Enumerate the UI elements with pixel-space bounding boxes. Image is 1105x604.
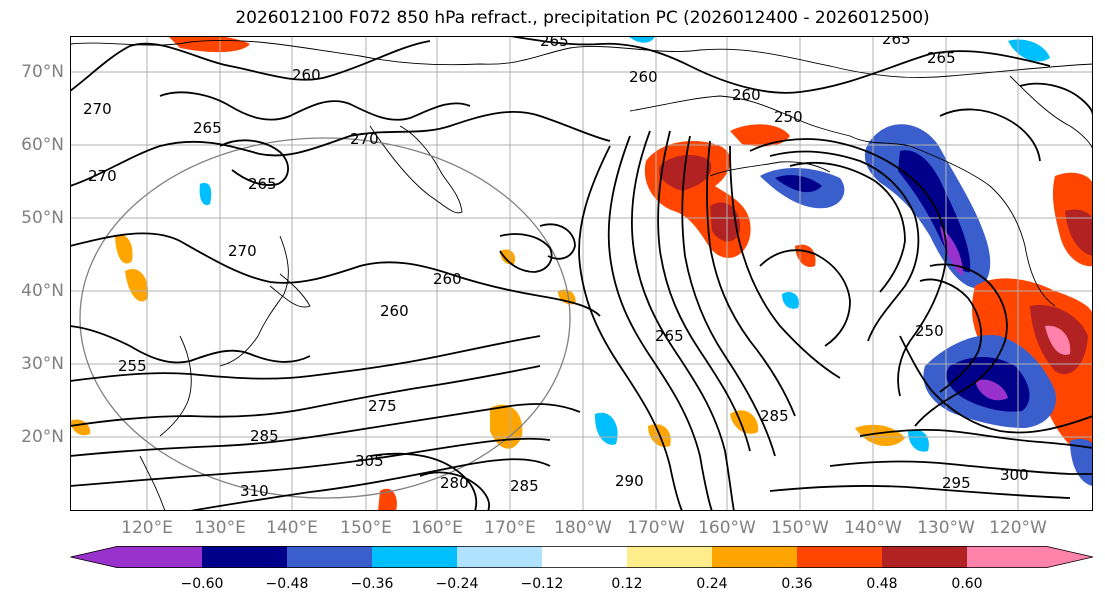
contour-label: 290 (615, 472, 644, 490)
contour-label: 285 (250, 427, 279, 445)
map-svg: 265 265 265 260 260 265 270 270 250 265 … (70, 36, 1093, 511)
contour-label: 260 (629, 68, 658, 86)
colorbar-tick-label: 0.12 (611, 576, 643, 592)
contour-label: 305 (355, 452, 384, 470)
contour-label: 260 (292, 66, 321, 84)
colorbar-tick-label: −0.48 (265, 576, 309, 592)
contour-label: 255 (118, 357, 147, 375)
contour-label: 295 (942, 474, 971, 492)
precip-positive-area (115, 234, 133, 264)
colorbar-segment (712, 546, 797, 568)
contour-label: 250 (774, 108, 803, 126)
contour-label: 300 (1000, 466, 1029, 484)
precip-negative-area (199, 182, 212, 206)
contour-label: 260 (433, 270, 462, 288)
colorbar-segment (287, 546, 372, 568)
lat-label: 20°N (21, 427, 64, 447)
contour-label: 280 (440, 474, 469, 492)
lon-label: 140°E (266, 518, 318, 538)
contour-label: 265 (927, 49, 956, 67)
colorbar-segment (457, 546, 542, 568)
map-frame (70, 36, 1093, 511)
colorbar (70, 546, 1094, 568)
precip-positive-area (490, 404, 523, 449)
precip-negative-area (782, 291, 799, 309)
colorbar-tick-label: −0.36 (350, 576, 394, 592)
lat-label: 60°N (21, 135, 64, 155)
lat-label: 70°N (21, 62, 64, 82)
colorbar-segment (797, 546, 882, 568)
projection-circle (79, 137, 571, 499)
lon-label: 140°W (844, 518, 902, 538)
lon-label: 130°E (194, 518, 246, 538)
precip-positive-area (500, 249, 516, 265)
colorbar-segment (372, 546, 457, 568)
precip-positive-area (125, 269, 149, 302)
lon-label: 120°W (989, 518, 1047, 538)
colorbar-segment (967, 546, 1047, 568)
lon-label: 180°W (554, 518, 612, 538)
contour-label: 270 (228, 242, 257, 260)
contour-label: 285 (510, 477, 539, 495)
colorbar-segment (882, 546, 967, 568)
precip-shading (70, 36, 1093, 511)
colorbar-tick-label: −0.12 (520, 576, 564, 592)
lon-label: 130°W (917, 518, 975, 538)
colorbar-segment (202, 546, 287, 568)
precip-positive-core (1045, 325, 1071, 355)
colorbar-tick-label: 0.60 (951, 576, 983, 592)
contour-label: 270 (83, 100, 112, 118)
lon-label: 150°E (340, 518, 392, 538)
precip-negative-area (628, 36, 655, 43)
lon-label: 120°E (121, 518, 173, 538)
colorbar-over-arrow (1047, 546, 1093, 568)
precip-positive-area (855, 424, 905, 447)
contour-label: 265 (540, 36, 569, 50)
contour-label: 310 (240, 482, 269, 500)
colorbar-segment (627, 546, 712, 568)
contour-label: 265 (882, 36, 911, 48)
contour-label: 275 (368, 397, 397, 415)
precip-positive-area (378, 488, 397, 511)
colorbar-tick-label: −0.24 (435, 576, 479, 592)
lat-label: 50°N (21, 208, 64, 228)
precip-negative-area (908, 429, 929, 452)
colorbar-under-arrow (70, 546, 117, 568)
refractivity-contours (70, 36, 1093, 511)
chart-title: 2026012100 F072 850 hPa refract., precip… (235, 8, 930, 28)
precip-negative-core (775, 175, 822, 193)
lat-label: 40°N (21, 281, 64, 301)
precip-negative-core (975, 379, 1008, 401)
colorbar-tick-label: 0.24 (696, 576, 728, 592)
coastlines (70, 39, 1093, 511)
contour-label: 270 (88, 167, 117, 185)
contour-label: 265 (248, 175, 277, 193)
precip-positive-core (710, 202, 741, 242)
contour-label: 265 (655, 327, 684, 345)
lat-label: 30°N (21, 354, 64, 374)
contour-label: 270 (350, 130, 379, 148)
precip-positive-area (730, 124, 790, 147)
colorbar-tick-label: 0.48 (866, 576, 898, 592)
contour-label: 250 (915, 322, 944, 340)
contour-label: 260 (732, 86, 761, 104)
lon-label: 170°W (627, 518, 685, 538)
map-panel[interactable]: 265 265 265 260 260 265 270 270 250 265 … (70, 36, 1093, 511)
precip-positive-core (1065, 209, 1093, 256)
contour-label: 260 (380, 302, 409, 320)
contour-label: 285 (760, 407, 789, 425)
lon-label: 150°W (771, 518, 829, 538)
contour-label: 265 (193, 119, 222, 137)
colorbar-segment (117, 546, 202, 568)
lon-label: 160°E (411, 518, 463, 538)
lon-label: 170°E (484, 518, 536, 538)
colorbar-segment (542, 546, 627, 568)
contour-label-group: 265 265 265 260 260 265 270 270 250 265 … (83, 36, 1029, 500)
lon-label: 160°W (698, 518, 756, 538)
colorbar-tick-label: −0.60 (180, 576, 224, 592)
colorbar-tick-label: 0.36 (781, 576, 813, 592)
colorbar-outline (70, 546, 1094, 568)
